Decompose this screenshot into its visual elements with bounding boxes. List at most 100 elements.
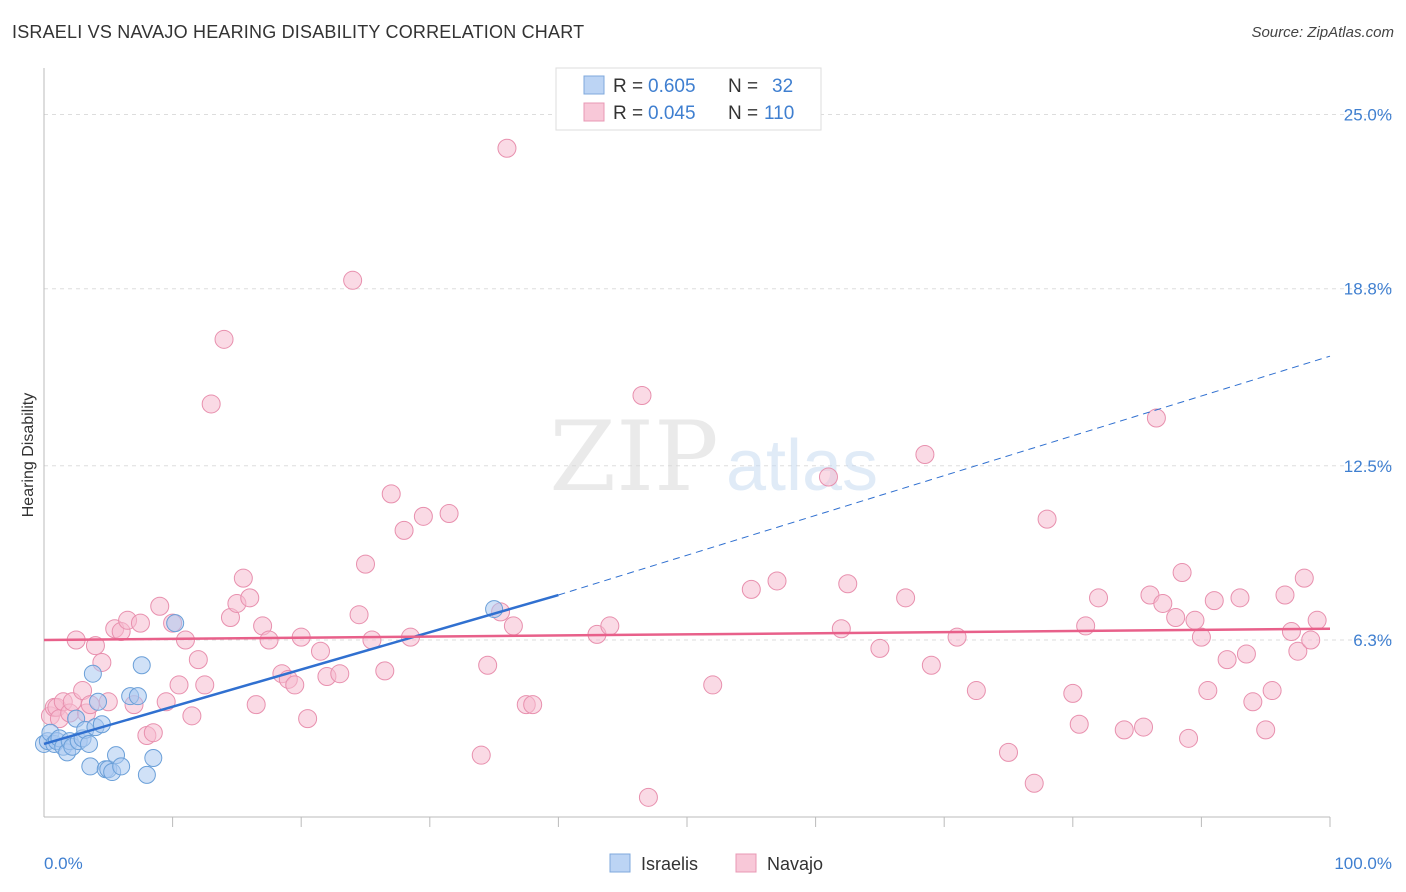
- israelis-trend-line: [43, 593, 559, 746]
- data-point: [523, 695, 543, 715]
- data-point: [1166, 607, 1186, 627]
- data-point: [182, 706, 202, 726]
- navajo-legend-label: Navajo: [767, 854, 823, 874]
- navajo-n-label: N =: [728, 103, 758, 124]
- data-point: [966, 681, 986, 701]
- data-point: [1217, 650, 1237, 670]
- data-point: [896, 588, 916, 608]
- israelis-bottom-swatch: [609, 853, 631, 873]
- stats-legend: R = 0.605 N = 32 R = 0.045 N = 110: [555, 67, 822, 131]
- data-point: [394, 520, 414, 540]
- navajo-bottom-swatch: [735, 853, 757, 873]
- data-point: [1262, 681, 1282, 701]
- data-point: [150, 596, 170, 616]
- israelis-n-label: N =: [728, 76, 758, 97]
- data-point: [137, 765, 156, 784]
- israelis-r-value: 0.605: [648, 76, 696, 97]
- data-point: [439, 504, 459, 524]
- israelis-r-label: R =: [613, 76, 643, 97]
- data-point: [259, 630, 279, 650]
- data-point: [112, 757, 131, 776]
- data-point: [1024, 773, 1044, 793]
- data-point: [381, 484, 401, 504]
- series-legend: Israelis Navajo: [609, 853, 823, 874]
- data-point: [330, 664, 350, 684]
- y-axis-label: Hearing Disability: [20, 393, 37, 518]
- data-point: [1288, 641, 1308, 661]
- y-tick-label: 18.8%: [1344, 280, 1392, 299]
- y-tick-label: 25.0%: [1344, 106, 1392, 125]
- data-point: [818, 467, 838, 487]
- data-point: [1089, 588, 1109, 608]
- data-point: [741, 579, 761, 599]
- data-point: [1307, 610, 1327, 630]
- data-point: [356, 554, 375, 574]
- chart-title: ISRAELI VS NAVAJO HEARING DISABILITY COR…: [12, 22, 585, 42]
- y-tick-labels: 6.3% 12.5% 18.8% 25.0%: [1344, 106, 1392, 650]
- israelis-legend-label: Israelis: [641, 854, 698, 874]
- data-point: [1172, 563, 1192, 583]
- data-point: [166, 614, 185, 633]
- data-point: [298, 709, 318, 729]
- navajo-trend-line: [43, 627, 1331, 642]
- data-point: [1281, 622, 1301, 642]
- data-point: [915, 445, 935, 465]
- data-point: [1076, 616, 1096, 636]
- data-point: [80, 734, 99, 753]
- data-point: [921, 655, 941, 675]
- data-point: [188, 650, 208, 670]
- data-point: [169, 675, 189, 695]
- data-point: [89, 692, 108, 711]
- data-point: [1114, 720, 1134, 740]
- data-point: [600, 616, 620, 636]
- data-point: [497, 138, 517, 158]
- data-point: [233, 568, 253, 588]
- data-point: [831, 619, 851, 639]
- data-point: [130, 613, 150, 633]
- x-tick-label-max: 100.0%: [1334, 854, 1392, 873]
- gridlines: [44, 114, 1392, 641]
- data-point: [81, 757, 100, 776]
- data-point: [471, 745, 491, 765]
- data-point: [1185, 610, 1205, 630]
- watermark-atlas: atlas: [726, 426, 878, 506]
- navajo-legend-swatch: [583, 102, 605, 122]
- data-point: [201, 394, 221, 414]
- y-tick-label: 6.3%: [1353, 631, 1392, 650]
- data-point: [375, 661, 395, 681]
- data-point: [870, 638, 890, 658]
- navajo-r-label: R =: [613, 103, 643, 124]
- data-point: [1037, 509, 1057, 529]
- navajo-n-value: 110: [764, 103, 794, 124]
- data-point: [143, 723, 163, 743]
- data-point: [1191, 627, 1211, 647]
- data-point: [838, 574, 858, 594]
- trend-lines: [43, 355, 1331, 746]
- data-point: [1275, 585, 1295, 605]
- data-point: [1294, 568, 1314, 588]
- data-point: [632, 386, 652, 406]
- data-point: [349, 605, 369, 625]
- data-point: [1069, 714, 1089, 734]
- israelis-series: [35, 600, 504, 784]
- israelis-legend-swatch: [583, 75, 605, 95]
- data-point: [1153, 593, 1173, 613]
- data-point: [214, 329, 234, 349]
- data-point: [195, 675, 215, 695]
- data-point: [1204, 591, 1224, 611]
- data-point: [144, 748, 163, 767]
- data-point: [413, 506, 433, 526]
- data-point: [240, 588, 260, 608]
- data-point: [132, 656, 151, 675]
- data-point: [503, 616, 523, 636]
- data-point: [83, 664, 102, 683]
- data-point: [1236, 644, 1256, 664]
- data-point: [1179, 728, 1199, 748]
- data-point: [478, 655, 498, 675]
- data-point: [1243, 692, 1263, 712]
- chart-source: Source: ZipAtlas.com: [1251, 24, 1394, 41]
- y-tick-label: 12.5%: [1344, 457, 1392, 476]
- data-point: [1198, 681, 1218, 701]
- watermark-zip: ZIP: [549, 401, 718, 513]
